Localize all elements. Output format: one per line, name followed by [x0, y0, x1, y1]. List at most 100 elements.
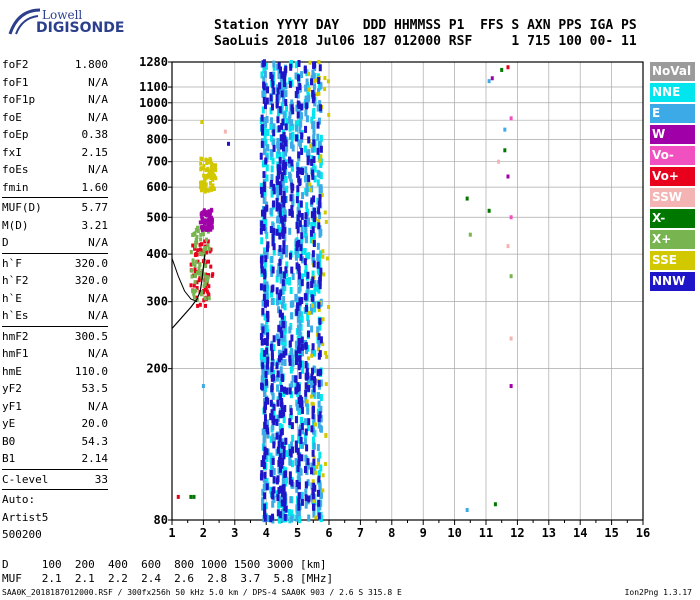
echo-point	[291, 375, 295, 383]
param-name: foE	[2, 110, 22, 124]
echo-point	[265, 97, 269, 105]
echo-point	[490, 76, 494, 81]
echo-point	[269, 343, 273, 351]
echo-point	[280, 461, 284, 469]
echo-point	[294, 340, 298, 348]
echo-point	[318, 323, 322, 331]
echo-point	[269, 207, 273, 215]
echo-point	[276, 293, 280, 301]
param-name: M(D)	[2, 218, 29, 232]
echo-point	[312, 420, 316, 428]
echo-point	[263, 206, 267, 214]
echo-point	[468, 232, 472, 237]
echo-point	[213, 175, 217, 180]
echo-point	[277, 487, 281, 495]
echo-point	[313, 378, 317, 386]
echo-point	[324, 351, 328, 356]
echo-point	[304, 488, 308, 496]
echo-point	[317, 458, 321, 466]
echo-point	[304, 361, 308, 369]
echo-point	[265, 204, 269, 212]
echo-point	[277, 263, 281, 271]
echo-point	[269, 413, 273, 421]
echo-point	[262, 268, 266, 276]
echo-point	[313, 283, 317, 291]
echo-point	[207, 293, 211, 298]
echo-point	[276, 116, 280, 124]
echo-point	[191, 258, 195, 263]
echo-point	[279, 266, 283, 274]
echo-point	[264, 226, 268, 234]
param-value: N/A	[88, 163, 108, 176]
echo-point	[193, 280, 197, 285]
echo-point	[316, 408, 320, 416]
echo-point	[272, 87, 276, 95]
echo-point	[291, 131, 295, 139]
echo-point	[261, 106, 265, 114]
echo-point	[308, 182, 312, 187]
echo-point	[206, 275, 210, 280]
echo-point	[300, 336, 304, 344]
echo-point	[312, 442, 316, 450]
echo-point	[295, 86, 299, 94]
echo-point	[493, 502, 497, 507]
echo-point	[260, 460, 264, 468]
echo-point	[296, 185, 300, 193]
echo-point	[282, 168, 286, 176]
param-value: 110.0	[74, 364, 108, 378]
echo-point	[312, 111, 316, 119]
param-row-hf: h`F 320.0	[2, 255, 108, 273]
echo-point	[277, 440, 281, 448]
echo-point	[301, 360, 305, 368]
echo-point	[318, 193, 322, 201]
echo-point	[296, 507, 300, 515]
echo-point	[270, 270, 274, 278]
echo-point	[279, 410, 283, 418]
echo-point	[296, 226, 300, 234]
echo-point	[265, 424, 269, 432]
echo-point	[296, 91, 300, 99]
echo-point	[313, 484, 317, 492]
echo-point	[306, 319, 310, 327]
param-name: fmin	[2, 180, 29, 194]
echo-point	[299, 253, 303, 261]
echo-point	[204, 287, 208, 292]
echo-point	[262, 247, 266, 255]
echo-point	[309, 236, 313, 244]
echo-point	[289, 287, 293, 295]
echo-point	[307, 94, 311, 102]
echo-point	[196, 229, 200, 234]
echo-point	[262, 81, 266, 89]
echo-point	[311, 163, 315, 171]
echo-point	[304, 226, 308, 234]
echo-point	[193, 246, 197, 251]
echo-point	[278, 310, 282, 318]
echo-point	[310, 78, 314, 86]
echo-point	[304, 166, 308, 174]
echo-point	[272, 129, 276, 137]
echo-point	[281, 118, 285, 126]
echo-point	[299, 120, 303, 128]
echo-point	[307, 136, 311, 144]
echo-point	[283, 339, 287, 347]
echo-point	[262, 140, 266, 148]
echo-point	[312, 389, 316, 397]
echo-point	[313, 215, 317, 223]
param-row-foes: foEs N/A	[2, 161, 108, 179]
echo-point	[279, 188, 283, 196]
echo-point	[290, 137, 294, 145]
param-value: 0.38	[81, 128, 109, 141]
echo-point	[305, 202, 309, 210]
echo-point	[279, 66, 283, 74]
x-tick-label: 9	[420, 526, 427, 540]
muf-table: D 100 200 400 600 800 1000 1500 3000 [km…	[2, 558, 333, 586]
echo-point	[317, 268, 321, 276]
echo-point	[195, 235, 199, 240]
echo-point	[284, 175, 288, 183]
echo-point	[270, 290, 274, 298]
echo-point	[497, 159, 501, 164]
echo-point	[203, 281, 207, 286]
echo-point	[272, 486, 276, 494]
echo-point	[309, 188, 313, 193]
echo-point	[201, 384, 205, 389]
